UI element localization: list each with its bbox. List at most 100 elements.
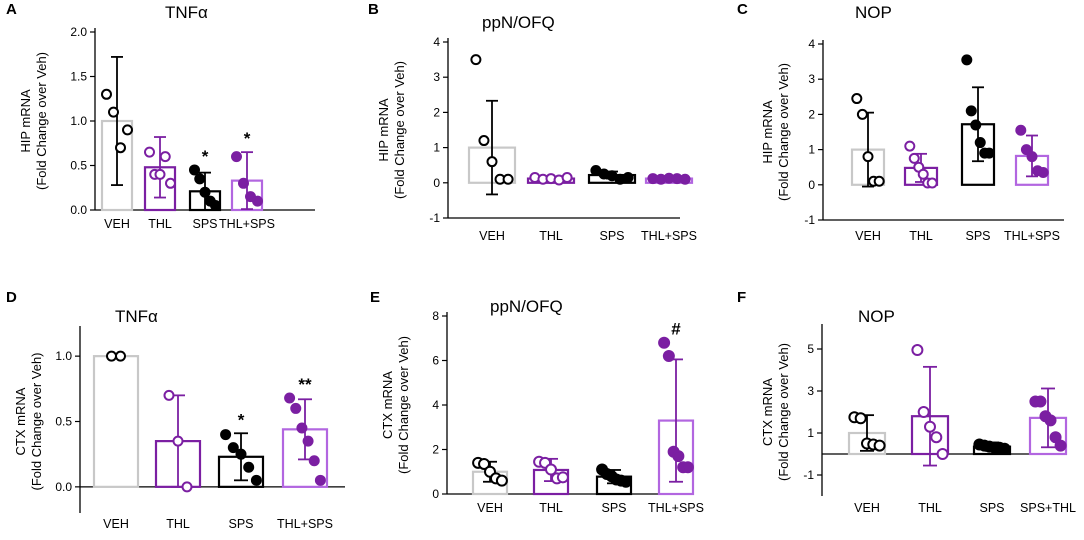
data-point xyxy=(875,177,884,186)
data-point xyxy=(310,456,319,465)
y-axis-label-line1: CTX mRNA xyxy=(13,387,28,455)
data-point xyxy=(102,90,111,99)
x-tick-label: VEH xyxy=(854,501,880,515)
y-tick-label: 1.0 xyxy=(70,114,87,128)
x-tick-label: THL+SPS xyxy=(648,501,704,515)
x-tick-label: THL+SPS xyxy=(1004,229,1060,243)
y-tick-label: 2.0 xyxy=(70,25,87,39)
data-point xyxy=(967,106,976,115)
y-tick-label: 1 xyxy=(433,141,440,155)
y-axis-label-line2: (Fold Change over Veh) xyxy=(396,336,411,474)
significance-marker: * xyxy=(202,147,209,166)
x-tick-label: SPS xyxy=(599,229,624,243)
data-point xyxy=(116,352,125,361)
y-tick-label: 6 xyxy=(432,354,439,368)
y-axis-label: HIP mRNA(Fold Change over Veh) xyxy=(376,61,407,199)
y-tick-label: 1 xyxy=(808,143,815,157)
y-axis-label: CTX mRNA(Fold Change over Veh) xyxy=(380,336,411,474)
chart-title: NOP xyxy=(855,3,892,22)
y-tick-label: 0 xyxy=(433,176,440,190)
y-axis-label-line1: HIP mRNA xyxy=(18,89,33,153)
data-point xyxy=(244,463,253,472)
y-tick-label: 1 xyxy=(807,426,814,440)
y-tick-label: -1 xyxy=(429,211,440,225)
y-tick-label: 0.0 xyxy=(55,480,72,494)
data-point xyxy=(664,351,674,361)
data-point xyxy=(166,179,175,188)
panel-letter: E xyxy=(370,289,380,306)
y-tick-label: 3 xyxy=(808,72,815,86)
y-axis-label-line2: (Fold Change over Veh) xyxy=(776,63,791,201)
y-tick-label: 2 xyxy=(433,105,440,119)
y-axis-label-line1: CTX mRNA xyxy=(380,371,395,439)
data-point xyxy=(237,450,246,459)
y-axis-label-line1: CTX mRNA xyxy=(760,378,775,446)
chart-title: ppN/OFQ xyxy=(482,13,555,32)
data-point xyxy=(931,432,941,442)
data-point xyxy=(1056,441,1066,451)
x-tick-label: VEH xyxy=(855,229,881,243)
data-point xyxy=(962,55,971,64)
data-point xyxy=(1016,126,1025,135)
data-point xyxy=(621,477,631,487)
x-tick-label: THL xyxy=(539,501,563,515)
data-point xyxy=(910,154,919,163)
y-tick-label: 0 xyxy=(808,178,815,192)
x-tick-label: THL xyxy=(148,217,172,231)
chart-title: TNFα xyxy=(115,307,158,326)
y-tick-label: 4 xyxy=(432,398,439,412)
y-axis-label: CTX mRNA(Fold Change over Veh) xyxy=(13,352,44,490)
data-point xyxy=(925,422,935,432)
y-tick-label: 3 xyxy=(433,70,440,84)
y-tick-label: 2 xyxy=(808,107,815,121)
data-point xyxy=(291,404,300,413)
data-point xyxy=(928,179,937,188)
bar-veh xyxy=(94,356,138,487)
x-tick-label: THL+SPS xyxy=(219,217,275,231)
data-point xyxy=(316,476,325,485)
x-tick-label: VEH xyxy=(479,229,505,243)
data-point xyxy=(558,472,568,482)
y-tick-label: 0.5 xyxy=(70,159,87,173)
data-point xyxy=(201,188,210,197)
data-point xyxy=(252,476,261,485)
data-point xyxy=(976,138,985,147)
panel-c: C NOP -1 0 1 2 3 4 HIP mRNA(Fold Change over Veh… xyxy=(737,1,1064,243)
panel-letter: C xyxy=(737,1,748,18)
panel-f: FNOP-1135CTX mRNA(Fold Change over Veh)V… xyxy=(737,289,1076,515)
data-point xyxy=(1039,168,1048,177)
data-point xyxy=(673,451,683,461)
data-point xyxy=(304,437,313,446)
y-tick-label: 8 xyxy=(432,309,439,323)
y-tick-label: 4 xyxy=(433,35,440,49)
y-tick-label: 0.0 xyxy=(70,203,87,217)
y-axis-label: HIP mRNA(Fold Change over Veh) xyxy=(18,52,49,190)
figure-canvas: A TNFα0.00.51.01.52.0HIP mRNA(Fold Change… xyxy=(0,0,1084,540)
data-point xyxy=(239,179,248,188)
data-point xyxy=(109,108,118,117)
data-point xyxy=(229,443,238,452)
data-point xyxy=(123,125,132,134)
chart-title: ppN/OFQ xyxy=(490,297,563,316)
panel-letter: F xyxy=(737,289,746,306)
y-axis-label-line2: (Fold Change over Veh) xyxy=(776,343,791,481)
x-tick-label: THL xyxy=(166,517,190,531)
x-tick-label: SPS xyxy=(979,501,1004,515)
x-tick-label: VEH xyxy=(103,517,129,531)
data-point xyxy=(912,345,922,355)
panel-letter: D xyxy=(6,289,17,306)
x-tick-label: SPS xyxy=(965,229,990,243)
data-point xyxy=(875,441,885,451)
data-point xyxy=(938,449,948,459)
x-tick-label: SPS xyxy=(601,501,626,515)
data-point xyxy=(145,148,154,157)
y-axis-label-line2: (Fold Change over Veh) xyxy=(34,52,49,190)
data-point xyxy=(683,462,693,472)
y-tick-label: 0 xyxy=(432,487,439,501)
data-point xyxy=(253,197,262,206)
data-point xyxy=(165,391,174,400)
y-tick-label: -1 xyxy=(803,468,814,482)
y-tick-label: -1 xyxy=(804,213,815,227)
